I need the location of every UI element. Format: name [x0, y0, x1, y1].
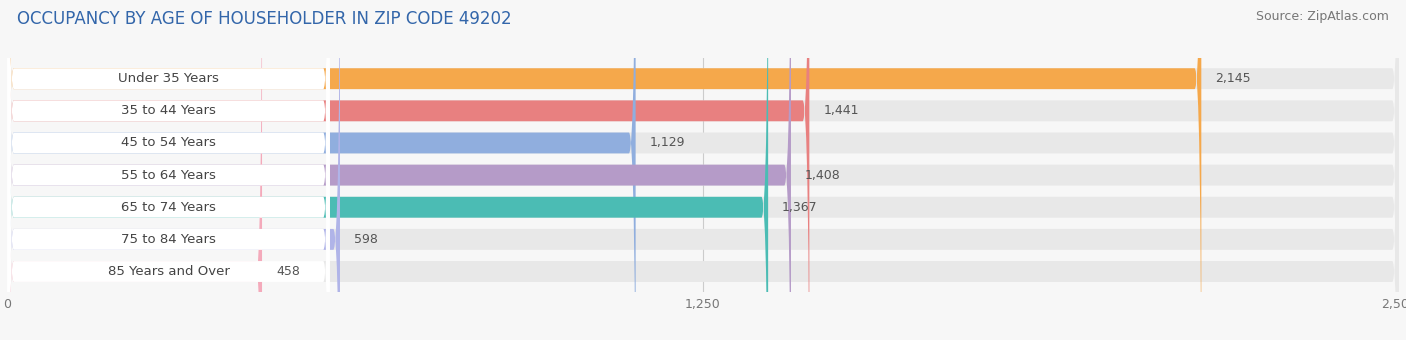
FancyBboxPatch shape — [7, 0, 262, 340]
FancyBboxPatch shape — [7, 0, 1399, 340]
Text: 45 to 54 Years: 45 to 54 Years — [121, 136, 217, 150]
FancyBboxPatch shape — [7, 0, 1399, 340]
FancyBboxPatch shape — [7, 0, 768, 340]
FancyBboxPatch shape — [7, 0, 1399, 340]
Text: 1,441: 1,441 — [824, 104, 859, 117]
Text: 458: 458 — [276, 265, 299, 278]
FancyBboxPatch shape — [7, 0, 330, 340]
Text: 75 to 84 Years: 75 to 84 Years — [121, 233, 217, 246]
FancyBboxPatch shape — [7, 0, 636, 340]
Text: 598: 598 — [354, 233, 378, 246]
FancyBboxPatch shape — [7, 0, 1399, 340]
Text: 65 to 74 Years: 65 to 74 Years — [121, 201, 217, 214]
FancyBboxPatch shape — [7, 0, 792, 340]
Text: 2,145: 2,145 — [1215, 72, 1251, 85]
FancyBboxPatch shape — [7, 0, 1399, 340]
FancyBboxPatch shape — [7, 0, 330, 340]
Text: 1,367: 1,367 — [782, 201, 818, 214]
Text: 85 Years and Over: 85 Years and Over — [107, 265, 229, 278]
Text: 1,408: 1,408 — [804, 169, 841, 182]
Text: Under 35 Years: Under 35 Years — [118, 72, 219, 85]
FancyBboxPatch shape — [7, 0, 1399, 340]
Text: OCCUPANCY BY AGE OF HOUSEHOLDER IN ZIP CODE 49202: OCCUPANCY BY AGE OF HOUSEHOLDER IN ZIP C… — [17, 10, 512, 28]
FancyBboxPatch shape — [7, 0, 330, 340]
Text: Source: ZipAtlas.com: Source: ZipAtlas.com — [1256, 10, 1389, 23]
FancyBboxPatch shape — [7, 0, 1399, 340]
FancyBboxPatch shape — [7, 0, 330, 340]
Text: 35 to 44 Years: 35 to 44 Years — [121, 104, 217, 117]
FancyBboxPatch shape — [7, 0, 340, 340]
FancyBboxPatch shape — [7, 0, 330, 340]
FancyBboxPatch shape — [7, 0, 1201, 340]
FancyBboxPatch shape — [7, 0, 330, 340]
FancyBboxPatch shape — [7, 0, 330, 340]
Text: 1,129: 1,129 — [650, 136, 685, 150]
FancyBboxPatch shape — [7, 0, 810, 340]
Text: 55 to 64 Years: 55 to 64 Years — [121, 169, 217, 182]
